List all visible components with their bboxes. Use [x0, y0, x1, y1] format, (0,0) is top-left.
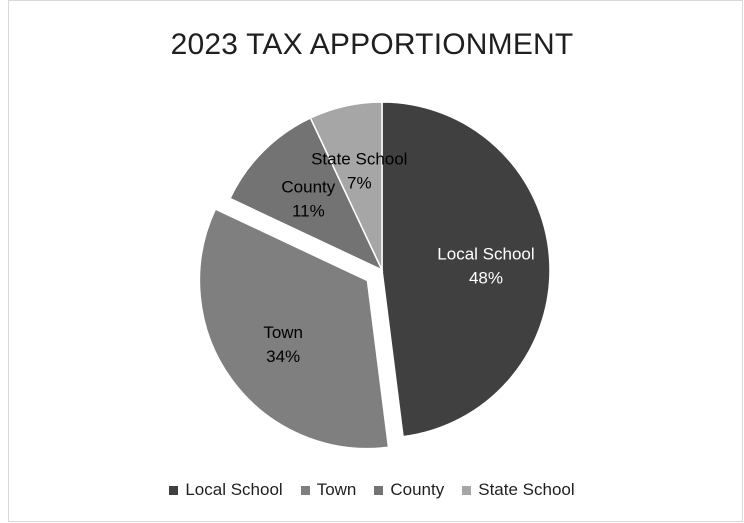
data-label-town: Town 34% — [263, 323, 303, 366]
legend-item-state-school: State School — [462, 480, 575, 500]
pie-slice-local-school — [381, 101, 551, 438]
data-label-local-school: Local School 48% — [437, 244, 534, 287]
legend-item-local-school: Local School — [169, 480, 283, 500]
data-label-state-school: State School 7% — [311, 149, 407, 192]
pie-slice-town — [198, 208, 390, 450]
legend-label-county: County — [390, 480, 445, 499]
legend-item-county: County — [374, 480, 444, 500]
chart-title: 2023 TAX APPORTIONMENT — [170, 28, 574, 61]
legend-swatch-county — [374, 485, 384, 495]
legend-label-local-school: Local School — [185, 480, 283, 499]
chart-legend: Local School Town County State School — [0, 480, 744, 500]
legend-swatch-state-school — [462, 485, 472, 495]
legend-swatch-local-school — [169, 485, 179, 495]
legend-item-town: Town — [300, 480, 357, 500]
data-label-county: County 11% — [281, 177, 335, 220]
pie-slice-state-school — [309, 101, 383, 271]
legend-label-town: Town — [316, 480, 357, 499]
legend-label-state-school: State School — [478, 480, 575, 499]
pie-slice-county — [228, 116, 384, 272]
legend-swatch-town — [300, 485, 310, 495]
